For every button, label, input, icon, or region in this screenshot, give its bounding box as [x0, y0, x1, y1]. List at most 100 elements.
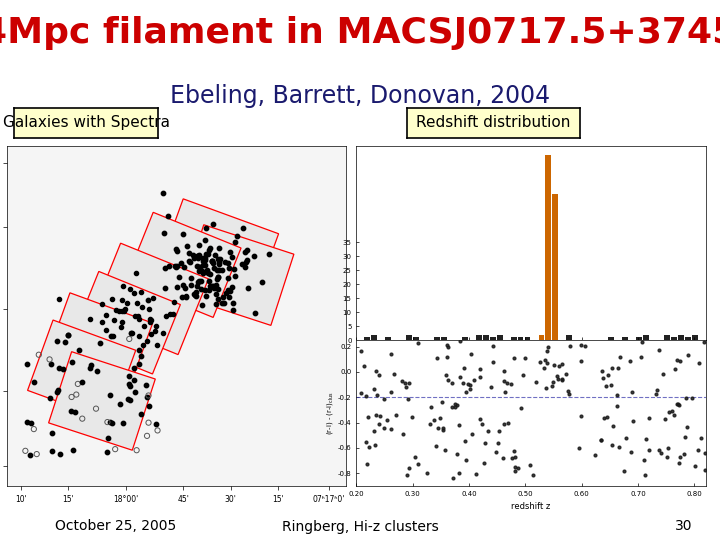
- Point: [96, 318, 108, 327]
- Point: [487, 357, 499, 366]
- Point: [53, 295, 65, 303]
- Point: [101, 326, 112, 334]
- Point: [672, 399, 684, 408]
- Point: [143, 295, 154, 304]
- Point: [699, 465, 711, 474]
- Point: [45, 360, 57, 368]
- Point: [241, 246, 253, 254]
- Point: [680, 393, 692, 402]
- Point: [692, 446, 703, 454]
- Point: [656, 448, 667, 457]
- Point: [28, 425, 40, 434]
- Point: [447, 474, 459, 482]
- Point: [388, 370, 400, 379]
- Point: [611, 401, 623, 410]
- Point: [33, 350, 45, 359]
- Point: [206, 257, 217, 266]
- Point: [564, 342, 575, 351]
- Point: [220, 289, 231, 298]
- Point: [199, 260, 211, 269]
- Point: [60, 338, 71, 346]
- Point: [426, 402, 437, 411]
- Point: [590, 450, 601, 459]
- Point: [138, 321, 150, 330]
- Point: [441, 340, 453, 349]
- Text: Galaxies with Spectra: Galaxies with Spectra: [3, 116, 170, 130]
- Point: [374, 412, 385, 421]
- Point: [249, 309, 261, 318]
- Bar: [371, 335, 377, 340]
- Point: [227, 253, 238, 261]
- Point: [618, 467, 630, 476]
- Point: [217, 293, 229, 301]
- Point: [116, 318, 127, 326]
- Polygon shape: [45, 293, 153, 394]
- Point: [373, 420, 384, 429]
- Point: [412, 460, 423, 469]
- Point: [539, 364, 550, 373]
- Point: [158, 188, 169, 197]
- Point: [546, 382, 558, 390]
- Point: [193, 276, 204, 285]
- Point: [65, 407, 76, 416]
- Point: [192, 252, 203, 260]
- Point: [207, 257, 218, 266]
- Point: [149, 326, 161, 335]
- Point: [248, 251, 260, 260]
- Point: [45, 394, 56, 402]
- Polygon shape: [27, 320, 135, 421]
- Point: [528, 470, 539, 479]
- Point: [177, 281, 189, 289]
- Point: [115, 323, 127, 332]
- Point: [381, 416, 392, 424]
- Point: [171, 246, 183, 255]
- Point: [106, 295, 117, 303]
- Point: [152, 426, 163, 435]
- Bar: [622, 338, 629, 340]
- Point: [123, 380, 135, 388]
- Point: [102, 418, 113, 427]
- Point: [122, 372, 134, 380]
- Point: [136, 410, 148, 418]
- Point: [433, 424, 444, 433]
- Point: [84, 315, 95, 323]
- Point: [467, 430, 478, 439]
- Point: [679, 433, 690, 442]
- Point: [400, 383, 412, 391]
- Point: [454, 373, 466, 381]
- Point: [66, 393, 77, 401]
- Point: [673, 400, 685, 409]
- Point: [557, 375, 568, 383]
- Point: [144, 318, 156, 327]
- Text: 30: 30: [675, 519, 693, 534]
- Point: [223, 293, 235, 302]
- Point: [224, 264, 235, 273]
- Point: [638, 456, 649, 464]
- Point: [256, 277, 268, 286]
- Point: [145, 316, 156, 325]
- Point: [177, 230, 189, 238]
- Point: [424, 420, 436, 429]
- Point: [493, 427, 505, 435]
- Point: [53, 386, 64, 394]
- Bar: [552, 194, 559, 340]
- Point: [222, 286, 233, 294]
- Point: [124, 285, 135, 294]
- Point: [101, 311, 112, 320]
- Point: [203, 286, 215, 294]
- Point: [191, 282, 202, 291]
- Point: [55, 449, 66, 458]
- Polygon shape: [156, 199, 279, 310]
- Point: [431, 354, 443, 362]
- Point: [72, 380, 84, 388]
- Point: [189, 291, 201, 299]
- Point: [462, 380, 474, 388]
- Point: [369, 441, 381, 449]
- Point: [372, 390, 383, 399]
- Point: [660, 414, 671, 423]
- Point: [124, 335, 135, 343]
- Point: [474, 373, 486, 381]
- Point: [543, 343, 554, 352]
- Point: [541, 359, 553, 367]
- Bar: [462, 338, 467, 340]
